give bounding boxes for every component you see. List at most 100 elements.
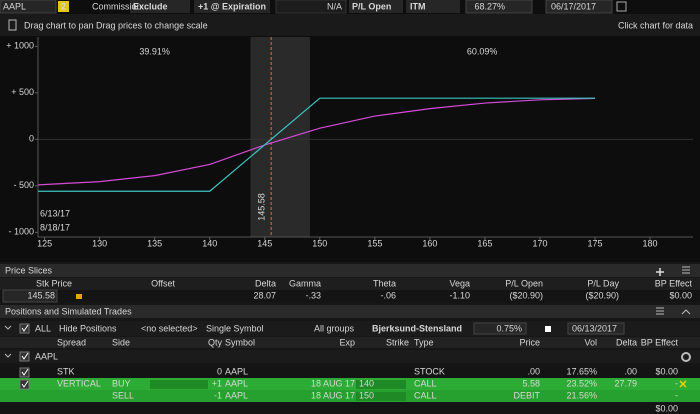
mode-select[interactable]	[194, 0, 270, 13]
commission-label: Commission:	[92, 1, 144, 11]
add-icon[interactable]	[656, 268, 664, 276]
positions-header	[0, 305, 700, 318]
chart-hint-bar	[0, 14, 700, 36]
cell: -.33	[305, 290, 321, 300]
column-header: Offset	[151, 278, 175, 288]
column-header: Qty	[208, 337, 223, 347]
sim-date[interactable]: 06/13/2017	[572, 323, 617, 333]
all-filter[interactable]: ALL	[35, 323, 51, 333]
x-tick-label: 180	[643, 238, 658, 248]
expand-icon[interactable]	[4, 353, 12, 358]
qty-spinner[interactable]	[150, 380, 208, 389]
simulated-row[interactable]	[0, 390, 700, 402]
total: $0.00	[655, 403, 678, 413]
cell: 18 AUG 17	[311, 378, 355, 388]
cell: STK	[57, 366, 75, 376]
column-header: P/L Day	[587, 278, 619, 288]
group-row	[0, 350, 700, 363]
chart-area[interactable]	[0, 36, 700, 262]
chart-hint: Drag chart to pan Drag prices to change …	[24, 20, 208, 30]
checkbox[interactable]	[19, 379, 30, 390]
x-tick-label: 155	[367, 238, 382, 248]
x-tick-label: 125	[37, 238, 52, 248]
strike-select[interactable]	[356, 380, 406, 389]
pricing-model[interactable]: Bjerksund-Stensland	[372, 323, 462, 333]
menu-icon[interactable]	[656, 307, 664, 315]
price-slices-columns	[0, 278, 700, 290]
column-header: BP Effect	[641, 337, 679, 347]
total-row	[0, 403, 700, 414]
hide-positions[interactable]: Hide Positions	[59, 323, 117, 333]
disabled-field	[275, 0, 347, 14]
check-mark	[21, 368, 29, 376]
remove-icon[interactable]	[679, 380, 687, 388]
group-name: AAPL	[35, 351, 58, 361]
cell: 27.79	[614, 378, 637, 388]
stk-price-input[interactable]	[2, 289, 58, 303]
cell: 0	[217, 366, 222, 376]
column-header: Delta	[255, 278, 276, 288]
column-header: Vega	[449, 278, 470, 288]
position-row	[0, 366, 700, 378]
cell: .00	[624, 366, 637, 376]
strike-select[interactable]	[356, 392, 406, 401]
cell: ($20.90)	[509, 290, 543, 300]
x-tick-label: 175	[588, 238, 603, 248]
cell[interactable]: 145.58	[27, 290, 55, 300]
column-header: Spread	[57, 337, 86, 347]
pl-mode: P/L Open	[352, 1, 391, 11]
column-header: Strike	[386, 337, 409, 347]
column-header: Exp	[339, 337, 355, 347]
itm-select[interactable]	[406, 0, 460, 13]
price-marker-label: 145.58	[257, 193, 267, 221]
checkbox[interactable]	[19, 367, 30, 378]
checkbox[interactable]	[19, 351, 30, 362]
column-header: Delta	[616, 337, 637, 347]
cell: 17.65%	[566, 366, 597, 376]
y-tick-label: + 1000	[6, 41, 34, 51]
price-slices-row	[0, 290, 700, 302]
groups[interactable]: All groups	[314, 323, 355, 333]
cell: -.06	[380, 290, 396, 300]
y-tick-label: 0	[29, 134, 34, 144]
settings-icon[interactable]	[681, 352, 691, 362]
link-group-box[interactable]	[58, 1, 69, 12]
lock-icon[interactable]	[76, 294, 82, 299]
expand-icon[interactable]	[4, 325, 12, 330]
rate-input[interactable]	[473, 322, 527, 335]
chart-icon[interactable]	[8, 19, 17, 31]
probability-input[interactable]	[465, 0, 533, 14]
column-header: BP Effect	[655, 278, 693, 288]
sim-date-input[interactable]	[567, 322, 625, 335]
legend-entry: 8/18/17	[40, 222, 70, 232]
y-tick-label: - 500	[13, 180, 34, 190]
date-input[interactable]	[545, 0, 613, 14]
y-tick-label: - 1000	[8, 227, 34, 237]
probability-right: 60.09%	[467, 46, 498, 56]
commission-select[interactable]	[130, 0, 190, 13]
pl-line	[37, 97, 596, 186]
lock-icon[interactable]	[545, 326, 551, 332]
rate[interactable]: 0.75%	[496, 323, 522, 333]
cell: 150	[359, 390, 374, 400]
probability: 68.27%	[474, 1, 505, 11]
symbol-mode[interactable]: Single Symbol	[206, 323, 264, 333]
calendar-icon[interactable]	[616, 1, 627, 12]
collapse-icon[interactable]	[681, 309, 691, 315]
check-mark	[21, 324, 29, 332]
pl-mode-select[interactable]	[349, 0, 403, 13]
y-tick-label: + 500	[11, 87, 34, 97]
cell: 18 AUG 17	[311, 390, 355, 400]
menu-icon[interactable]	[682, 266, 690, 274]
legend-entry: 6/13/17	[40, 208, 70, 218]
cell: $0.00	[655, 366, 678, 376]
column-header: Theta	[373, 278, 396, 288]
date: 06/17/2017	[551, 1, 596, 11]
checkbox[interactable]	[19, 323, 30, 334]
selected[interactable]: <no selected>	[141, 323, 198, 333]
cell: AAPL	[225, 378, 248, 388]
symbol[interactable]: AAPL	[3, 1, 26, 11]
symbol-input[interactable]	[0, 0, 57, 14]
